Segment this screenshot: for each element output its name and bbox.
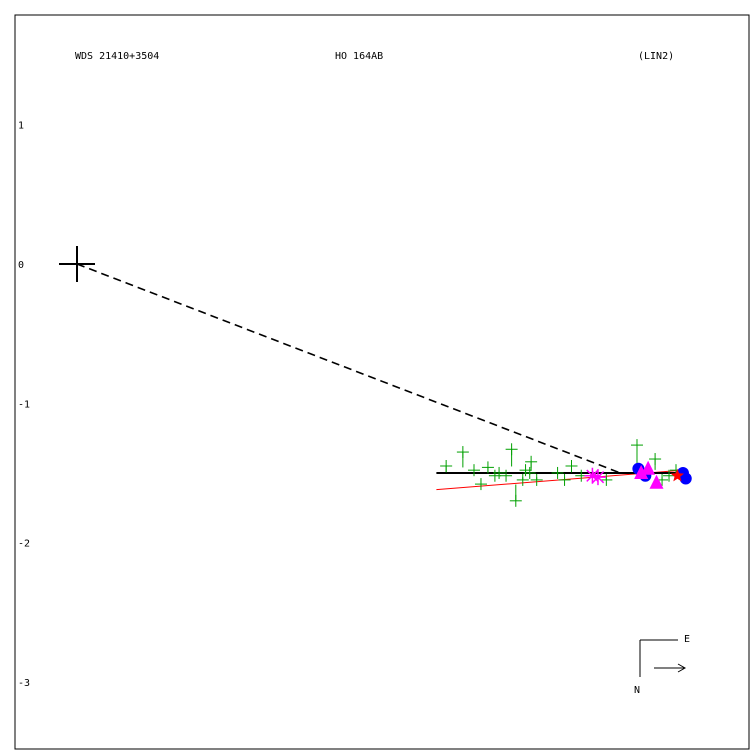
compass: E N bbox=[634, 634, 690, 696]
primary-star-marker bbox=[59, 246, 95, 282]
observation-plus-marker bbox=[481, 461, 494, 474]
y-tick-label: -3 bbox=[18, 678, 30, 689]
motion-arrow-head bbox=[677, 663, 687, 673]
observation-plus-marker bbox=[456, 446, 469, 468]
observation-plus-marker bbox=[663, 469, 676, 482]
observation-plus-marker bbox=[551, 466, 564, 479]
triangle-marker bbox=[649, 474, 664, 489]
observation-plus-marker bbox=[525, 455, 538, 471]
red-star-marker bbox=[670, 468, 684, 482]
observation-plus-marker bbox=[649, 453, 662, 470]
asterisk-stroke bbox=[586, 469, 599, 482]
observation-plus-marker bbox=[493, 466, 506, 479]
primary-to-secondary-connector bbox=[76, 263, 621, 474]
compass-east-label: E bbox=[684, 634, 690, 645]
observation-plus-marker bbox=[516, 473, 529, 486]
y-tick-label: -2 bbox=[18, 539, 30, 550]
observation-plus-marker bbox=[630, 439, 643, 466]
triangle-marker bbox=[634, 464, 649, 479]
triangle-marker bbox=[641, 460, 656, 475]
observation-plus-marker bbox=[509, 484, 522, 507]
observation-plus-marker bbox=[474, 478, 487, 491]
observation-markers bbox=[440, 439, 692, 507]
y-tick-label: -1 bbox=[18, 399, 30, 410]
observation-plus-marker bbox=[500, 469, 513, 482]
wds-id-label: WDS 21410+3504 bbox=[75, 51, 159, 62]
connector-dashed-line bbox=[76, 263, 621, 474]
observation-plus-marker bbox=[523, 466, 536, 479]
asterisk-stroke bbox=[591, 470, 605, 484]
observation-plus-marker bbox=[558, 473, 571, 486]
plot-frame bbox=[14, 14, 750, 750]
compass-north-label: N bbox=[634, 685, 640, 696]
asterisk-marker bbox=[589, 469, 606, 486]
y-tick-label: 0 bbox=[18, 260, 24, 271]
discoverer-label: HO 164AB bbox=[335, 51, 383, 62]
observation-plus-marker bbox=[565, 459, 578, 473]
observation-plus-marker bbox=[600, 473, 613, 486]
speckle-circle-marker bbox=[679, 472, 692, 485]
observation-plus-marker bbox=[530, 473, 543, 486]
observation-plus-marker bbox=[468, 464, 481, 477]
observation-plus-marker bbox=[440, 459, 453, 473]
observation-plus-marker bbox=[505, 443, 518, 467]
fit-type-label: (LIN2) bbox=[638, 51, 674, 62]
y-tick-label: 1 bbox=[18, 121, 24, 132]
y-axis-tick-labels: 1 0 -1 -2 -3 bbox=[18, 121, 30, 689]
